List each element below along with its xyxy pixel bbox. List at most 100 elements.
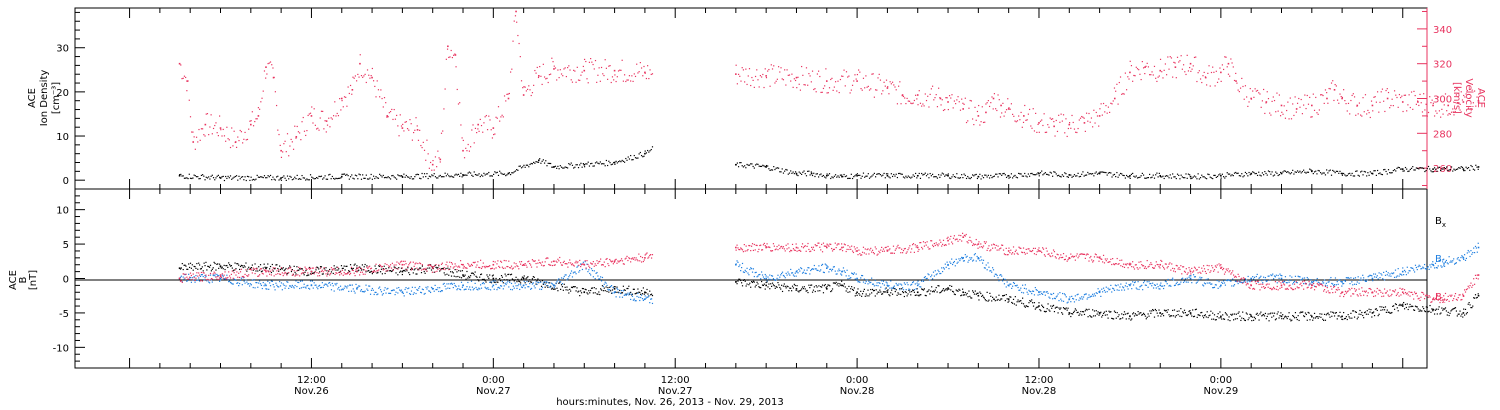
by-sample xyxy=(407,287,409,290)
velocity-sample xyxy=(271,64,273,66)
velocity-sample xyxy=(522,87,524,89)
bx-sample xyxy=(1283,316,1286,318)
velocity-sample xyxy=(324,120,326,122)
velocity-sample xyxy=(593,68,595,70)
density-sample xyxy=(368,178,370,180)
by-sample xyxy=(1004,278,1006,281)
density-sample xyxy=(357,178,359,180)
bx-sample xyxy=(935,286,937,289)
velocity-sample xyxy=(1254,88,1256,90)
density-sample xyxy=(1079,175,1082,178)
by-sample xyxy=(611,292,614,294)
by-sample xyxy=(1233,284,1236,286)
by-sample xyxy=(551,283,554,285)
by-sample xyxy=(530,287,533,290)
density-sample xyxy=(1380,173,1382,175)
by-sample xyxy=(1124,285,1126,287)
velocity-point xyxy=(1174,66,1177,68)
velocity-sample xyxy=(1035,112,1037,114)
by-sample xyxy=(1055,296,1057,298)
bx-sample xyxy=(339,270,342,272)
density-sample xyxy=(1276,172,1278,174)
by-sample xyxy=(1012,281,1015,284)
density-sample xyxy=(1043,173,1045,175)
density-sample xyxy=(859,174,861,177)
by-sample xyxy=(1154,284,1156,287)
density-sample xyxy=(1418,168,1420,170)
velocity-sample xyxy=(216,132,218,134)
bx-sample xyxy=(1003,294,1006,296)
bx-sample xyxy=(1253,319,1255,321)
bx-sample xyxy=(798,291,800,293)
velocity-sample xyxy=(473,142,475,144)
bx-sample xyxy=(932,290,935,292)
density-sample xyxy=(893,173,895,176)
bx-sample xyxy=(951,290,954,293)
density-sample xyxy=(1407,170,1409,173)
by-point xyxy=(916,284,919,287)
bx-sample xyxy=(1112,318,1115,320)
bx-sample xyxy=(1419,309,1421,311)
by-sample xyxy=(914,283,916,285)
bx-sample xyxy=(1371,316,1373,318)
density-sample xyxy=(651,146,654,148)
by-sample xyxy=(1050,293,1052,295)
velocity-sample xyxy=(1328,87,1330,90)
velocity-sample xyxy=(295,137,297,139)
by-sample xyxy=(1223,282,1226,284)
bx-sample xyxy=(243,265,245,267)
velocity-sample xyxy=(923,105,925,107)
bx-sample xyxy=(1413,309,1416,311)
velocity-sample xyxy=(623,74,626,76)
density-sample xyxy=(570,162,572,164)
density-sample xyxy=(836,176,838,178)
velocity-sample xyxy=(331,118,333,120)
velocity-sample xyxy=(443,108,445,110)
by-sample xyxy=(563,275,565,278)
velocity-sample xyxy=(754,75,757,78)
by-sample xyxy=(482,282,484,284)
bx-sample xyxy=(429,264,432,266)
bx-sample xyxy=(208,265,210,268)
density-sample xyxy=(1473,169,1476,171)
by-sample xyxy=(991,271,993,273)
velocity-sample xyxy=(957,96,959,98)
velocity-sample xyxy=(1009,108,1011,110)
velocity-sample xyxy=(878,73,880,75)
density-sample xyxy=(839,174,842,176)
bx-sample xyxy=(1290,320,1292,322)
velocity-sample xyxy=(568,65,570,67)
bx-sample xyxy=(464,274,466,276)
density-sample xyxy=(178,174,181,176)
density-sample xyxy=(560,166,563,168)
density-sample xyxy=(289,175,291,177)
density-sample xyxy=(1190,177,1192,180)
velocity-sample xyxy=(594,59,597,62)
density-sample xyxy=(455,173,457,175)
density-sample xyxy=(208,176,210,178)
velocity-sample xyxy=(990,102,992,104)
velocity-sample xyxy=(896,103,899,105)
by-sample xyxy=(1243,280,1246,282)
velocity-sample xyxy=(855,78,857,80)
velocity-sample xyxy=(785,84,787,86)
by-sample xyxy=(358,285,360,287)
density-sample xyxy=(1426,167,1428,170)
by-sample xyxy=(905,289,907,291)
bx-sample xyxy=(817,290,819,292)
by-sample xyxy=(1325,282,1327,284)
density-sample xyxy=(187,177,189,180)
velocity-sample xyxy=(737,73,740,75)
bx-sample xyxy=(443,272,445,274)
density-sample xyxy=(1459,167,1461,169)
bx-sample xyxy=(1046,308,1048,310)
bx-sample xyxy=(543,282,545,284)
velocity-sample xyxy=(1372,110,1374,112)
bx-point xyxy=(219,265,222,267)
by-sample xyxy=(993,275,996,277)
density-sample xyxy=(1035,174,1037,176)
density-sample xyxy=(995,173,997,175)
velocity-sample xyxy=(537,76,540,79)
density-sample xyxy=(1056,175,1059,177)
density-sample xyxy=(1448,169,1450,171)
